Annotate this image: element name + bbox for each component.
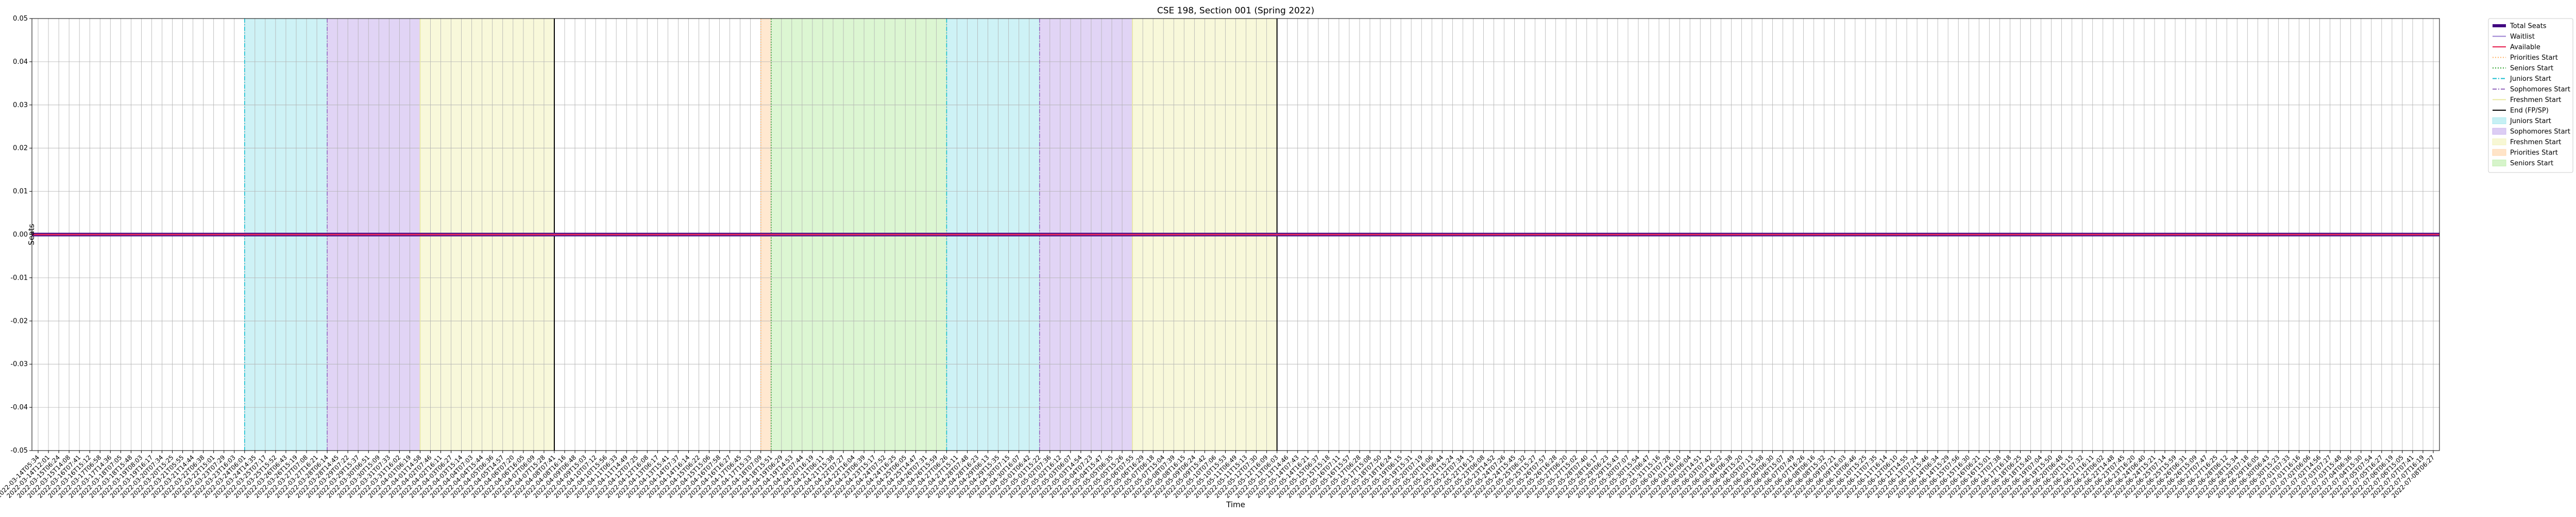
legend-label-7: Freshmen Start (2510, 96, 2561, 104)
ytick-label-10: 0.05 (13, 15, 28, 23)
legend-swatch-11 (2492, 139, 2506, 145)
legend-label-6: Sophomores Start (2510, 86, 2570, 94)
ytick-label-4: -0.01 (10, 274, 28, 282)
legend-label-2: Available (2510, 44, 2540, 51)
legend-label-5: Juniors Start (2510, 75, 2551, 83)
legend-label-0: Total Seats (2510, 23, 2547, 30)
legend-swatch-12 (2492, 149, 2506, 156)
ytick-label-2: -0.03 (10, 360, 28, 368)
ytick-label-0: -0.05 (10, 447, 28, 455)
ytick-label-6: 0.01 (13, 188, 28, 196)
ytick-label-7: 0.02 (13, 145, 28, 152)
legend-label-1: Waitlist (2510, 33, 2535, 41)
legend-label-8: End (FP/SP) (2510, 107, 2549, 115)
y-ticks: -0.05 -0.04 -0.03 -0.02 -0.01 0.00 0.01 0.02 0.0… (10, 15, 32, 455)
ytick-label-3: -0.02 (10, 317, 28, 325)
y-axis-label: Seats (27, 223, 36, 245)
ytick-label-1: -0.04 (10, 404, 28, 411)
legend: Total Seats Waitlist Available Priorities S… (2488, 18, 2573, 173)
ytick-label-8: 0.03 (13, 101, 28, 109)
legend-swatch-9 (2492, 117, 2506, 124)
chart-title: CSE 198, Section 001 (Spring 2022) (1157, 6, 1314, 16)
legend-label-9: Juniors Start (2510, 117, 2551, 125)
ytick-label-5: 0.00 (13, 231, 28, 239)
x-axis-label: Time (1226, 500, 1245, 509)
legend-label-12: Priorities Start (2510, 149, 2558, 157)
legend-label-11: Freshmen Start (2510, 139, 2561, 146)
legend-swatch-10 (2492, 128, 2506, 135)
legend-swatch-13 (2492, 160, 2506, 166)
legend-label-4: Seniors Start (2510, 65, 2553, 73)
x-ticks: 2022-03-14T05:342022-03-14T12:012022-03-… (0, 451, 2436, 499)
legend-label-10: Sophomores Start (2510, 128, 2570, 136)
legend-label-3: Priorities Start (2510, 54, 2558, 62)
ytick-label-9: 0.04 (13, 58, 28, 66)
legend-box (2488, 18, 2573, 173)
legend-label-13: Seniors Start (2510, 160, 2553, 167)
